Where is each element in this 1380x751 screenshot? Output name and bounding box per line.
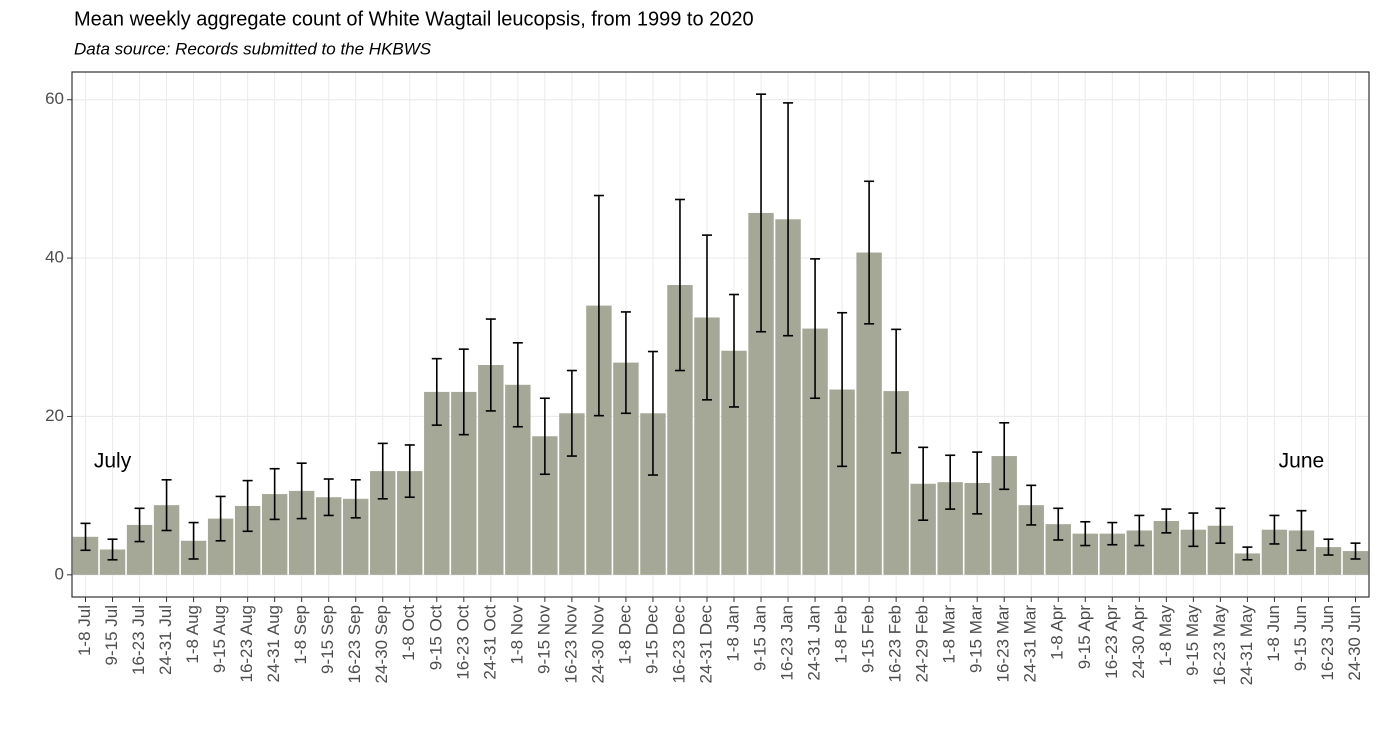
- x-tick-label: 9-15 Jan: [751, 605, 770, 671]
- x-tick-label: 9-15 May: [1183, 605, 1202, 676]
- x-tick-label: 16-23 Mar: [994, 605, 1013, 683]
- y-tick-label: 60: [45, 89, 64, 108]
- x-tick-label: 16-23 Jun: [1318, 605, 1337, 681]
- x-tick-label: 16-23 Apr: [1102, 605, 1121, 679]
- x-tick-label: 1-8 Apr: [1048, 605, 1067, 660]
- x-tick-label: 9-15 Aug: [210, 605, 229, 673]
- x-tick-label: 16-23 Nov: [561, 605, 580, 684]
- x-tick-label: 24-30 Jun: [1345, 605, 1364, 681]
- y-tick-label: 40: [45, 248, 64, 267]
- x-tick-label: 24-31 Jul: [156, 605, 175, 675]
- x-tick-label: 24-30 Apr: [1129, 605, 1148, 679]
- x-tick-label: 9-15 Jun: [1291, 605, 1310, 671]
- x-tick-label: 9-15 Sep: [318, 605, 337, 674]
- x-tick-label: 16-23 Sep: [345, 605, 364, 683]
- x-tick-label: 9-15 Oct: [426, 605, 445, 670]
- x-tick-label: 16-23 Feb: [886, 605, 905, 683]
- y-tick-label: 0: [55, 564, 64, 583]
- chart-title: Mean weekly aggregate count of White Wag…: [74, 8, 754, 30]
- x-tick-label: 16-23 Aug: [237, 605, 256, 683]
- x-tick-label: 24-30 Nov: [588, 605, 607, 684]
- x-tick-label: 9-15 Nov: [534, 605, 553, 674]
- x-tick-label: 24-29 Feb: [913, 605, 932, 683]
- x-tick-label: 16-23 Dec: [669, 605, 688, 684]
- x-tick-label: 1-8 Aug: [183, 605, 202, 664]
- x-tick-label: 1-8 Oct: [399, 605, 418, 661]
- annotation: June: [1279, 450, 1325, 473]
- bar: [1234, 553, 1261, 575]
- x-tick-label: 24-31 Oct: [480, 605, 499, 680]
- x-tick-label: 9-15 Dec: [642, 605, 661, 674]
- x-tick-label: 9-15 Apr: [1075, 605, 1094, 670]
- x-tick-label: 24-31 Jan: [805, 605, 824, 681]
- x-tick-label: 9-15 Feb: [859, 605, 878, 673]
- annotation: July: [94, 450, 132, 473]
- x-tick-label: 1-8 Jun: [1264, 605, 1283, 662]
- x-tick-label: 1-8 Mar: [940, 605, 959, 664]
- x-tick-label: 1-8 Dec: [615, 605, 634, 665]
- x-tick-label: 16-23 Oct: [453, 605, 472, 680]
- plot-border: [71, 71, 1370, 598]
- x-tick-label: 9-15 Mar: [967, 605, 986, 673]
- x-tick-label: 1-8 Nov: [507, 605, 526, 665]
- x-tick-label: 1-8 Jul: [75, 605, 94, 656]
- x-tick-label: 24-31 Aug: [264, 605, 283, 683]
- x-tick-label: 1-8 Feb: [832, 605, 851, 664]
- chart-subtitle: Data source: Records submitted to the HK…: [74, 39, 432, 58]
- bar: [1342, 551, 1369, 575]
- y-tick-label: 20: [45, 406, 64, 425]
- x-tick-label: 24-31 Dec: [696, 605, 715, 684]
- x-tick-label: 1-8 Sep: [291, 605, 310, 665]
- x-tick-label: 24-30 Sep: [372, 605, 391, 683]
- plot-area: [72, 72, 1369, 597]
- x-tick-label: 16-23 Jul: [129, 605, 148, 675]
- x-tick-label: 16-23 May: [1210, 605, 1229, 686]
- x-tick-label: 16-23 Jan: [778, 605, 797, 681]
- x-tick-label: 1-8 Jan: [723, 605, 742, 662]
- x-tick-label: 24-31 May: [1237, 605, 1256, 686]
- x-tick-label: 24-31 Mar: [1021, 605, 1040, 683]
- x-tick-label: 1-8 May: [1156, 605, 1175, 667]
- x-tick-label: 9-15 Jul: [102, 605, 121, 665]
